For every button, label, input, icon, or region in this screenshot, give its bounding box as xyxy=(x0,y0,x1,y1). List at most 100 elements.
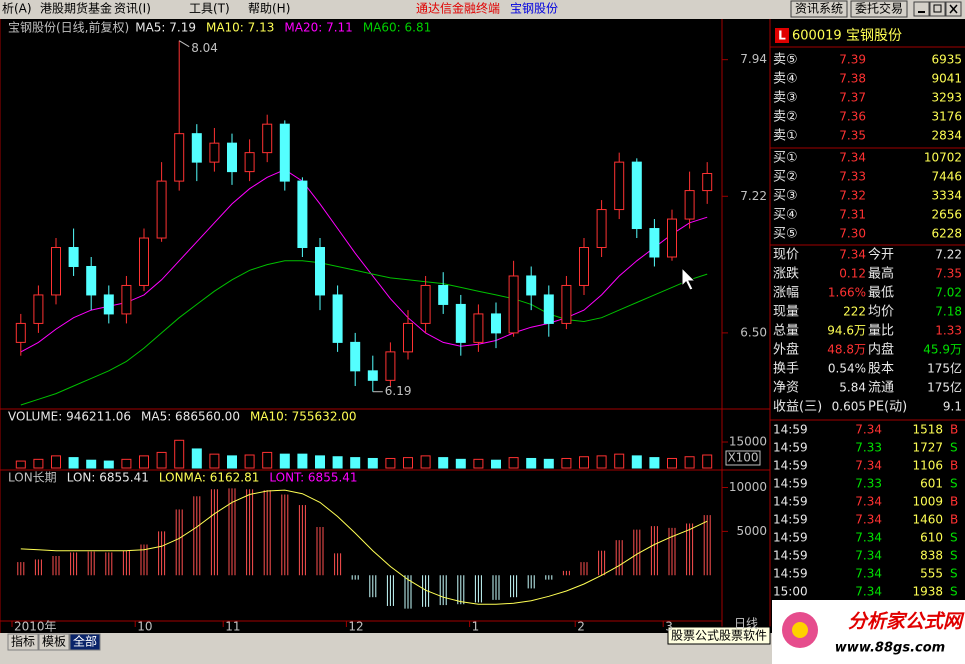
volume-bar xyxy=(667,457,677,469)
tab[interactable] xyxy=(69,633,101,651)
candle-body xyxy=(15,322,26,343)
trade-volume: 1106 xyxy=(912,459,943,473)
x-tick-label: 10 xyxy=(137,620,152,634)
candle-body xyxy=(579,247,589,286)
order-price: 7.31 xyxy=(839,208,866,222)
candle-body xyxy=(227,142,237,173)
volume-bar xyxy=(403,457,413,469)
stat-label: 收益(三) xyxy=(773,400,822,415)
stat-label: 总量 xyxy=(773,324,799,339)
stock-title: 宝钢股份 xyxy=(510,2,558,16)
tab[interactable] xyxy=(7,633,39,651)
candle-body xyxy=(156,180,167,239)
trade-price: 7.34 xyxy=(855,459,882,473)
trade-side: S xyxy=(950,567,958,581)
volume-bar xyxy=(385,457,396,469)
order-price: 7.37 xyxy=(839,91,866,105)
panel-borders xyxy=(0,19,965,633)
candle-body xyxy=(614,161,625,211)
order-label: 卖④ xyxy=(773,72,798,87)
candle-body xyxy=(596,209,607,249)
legend-entry: LONT: 6855.41 xyxy=(269,471,357,485)
x-tick-label: 1 xyxy=(472,620,480,634)
button-label[interactable]: 资讯系统 xyxy=(795,2,843,16)
trade-side: S xyxy=(950,549,958,563)
menu-item[interactable]: 港股期货基金 xyxy=(40,1,112,16)
order-volume: 3334 xyxy=(931,189,962,203)
order-volume: 2834 xyxy=(931,129,962,143)
trade-volume: 610 xyxy=(920,531,943,545)
stat-label: 今开 xyxy=(868,247,894,263)
ad-text[interactable]: 股票公式股票软件 xyxy=(671,629,767,643)
order-label: 卖② xyxy=(773,110,798,125)
candle-body xyxy=(279,123,290,182)
lonma-line xyxy=(20,489,708,605)
trade-time: 14:59 xyxy=(773,477,808,491)
candle-body xyxy=(684,190,695,220)
trade-price: 7.34 xyxy=(855,585,882,599)
window-controls[interactable] xyxy=(913,1,962,17)
trade-side: S xyxy=(950,531,958,545)
y-tick-label: 15000 xyxy=(729,435,767,449)
stat-value: 7.22 xyxy=(935,248,962,262)
volume-bar xyxy=(244,454,255,469)
menu-item[interactable]: 资讯(I) xyxy=(114,2,151,16)
stat-label: 涨幅 xyxy=(773,286,799,301)
button[interactable] xyxy=(850,0,908,18)
stat-value: 1.66% xyxy=(828,286,866,300)
order-price: 7.34 xyxy=(839,151,866,165)
candle-body xyxy=(455,303,466,343)
x-tick-label: 2010年 xyxy=(14,620,57,634)
candle-body xyxy=(649,228,660,258)
trade-price: 7.33 xyxy=(855,477,882,491)
high-annotation: 8.04 xyxy=(191,41,218,55)
candle-body xyxy=(174,133,185,182)
tab-label[interactable]: 模板 xyxy=(42,635,66,649)
ma-line xyxy=(20,169,708,353)
stat-value: 48.8万 xyxy=(827,343,866,357)
trade-price: 7.34 xyxy=(855,549,882,563)
volume-bar xyxy=(702,454,713,469)
volume-bar xyxy=(367,457,378,469)
menu-item[interactable]: 帮助(H) xyxy=(248,2,290,16)
tab[interactable] xyxy=(38,633,70,651)
mouse-cursor xyxy=(681,266,697,291)
x-tick-label: 11 xyxy=(225,620,240,634)
volume-bar xyxy=(68,457,79,469)
order-price: 7.35 xyxy=(839,129,866,143)
ma-line xyxy=(20,260,708,406)
tab-label[interactable]: 全部 xyxy=(73,634,97,649)
trade-volume: 1727 xyxy=(912,441,943,455)
y-tick-label: 10000 xyxy=(729,480,767,494)
ad-box[interactable] xyxy=(667,626,771,645)
logo: 分析家公式网 www.88gs.com xyxy=(772,600,965,664)
menu-item[interactable]: 工具(T) xyxy=(189,2,230,16)
stat-label: 现量 xyxy=(773,305,799,320)
candle-body xyxy=(262,123,273,154)
y-tick-label: 5000 xyxy=(736,524,767,538)
unit-label: X100 xyxy=(727,451,758,465)
stat-value: 7.35 xyxy=(935,267,962,281)
legend-entry: MA60: 6.81 xyxy=(363,21,431,35)
trade-price: 7.34 xyxy=(855,531,882,545)
button[interactable] xyxy=(790,0,848,18)
menu-bar xyxy=(0,0,965,19)
stat-label: 最高 xyxy=(868,266,894,282)
stat-value: 45.9万 xyxy=(923,343,962,357)
volume-bar xyxy=(139,455,149,469)
menu-item[interactable]: 析(A) xyxy=(2,2,32,16)
candle-body xyxy=(473,313,484,343)
x-tick-label: 12 xyxy=(348,620,363,634)
low-annotation: 6.19 xyxy=(385,384,412,398)
trade-volume: 1518 xyxy=(912,423,943,437)
order-volume: 7446 xyxy=(931,170,962,184)
volume-bar xyxy=(684,456,695,469)
order-label: 卖③ xyxy=(773,91,798,106)
stat-label: 净资 xyxy=(773,381,799,396)
order-label: 买① xyxy=(773,151,798,166)
button-label[interactable]: 委托交易 xyxy=(855,1,903,16)
stat-value: 1.33 xyxy=(935,324,962,338)
logo-name: 分析家公式网 xyxy=(848,611,965,633)
tab-label[interactable]: 指标 xyxy=(11,634,35,649)
